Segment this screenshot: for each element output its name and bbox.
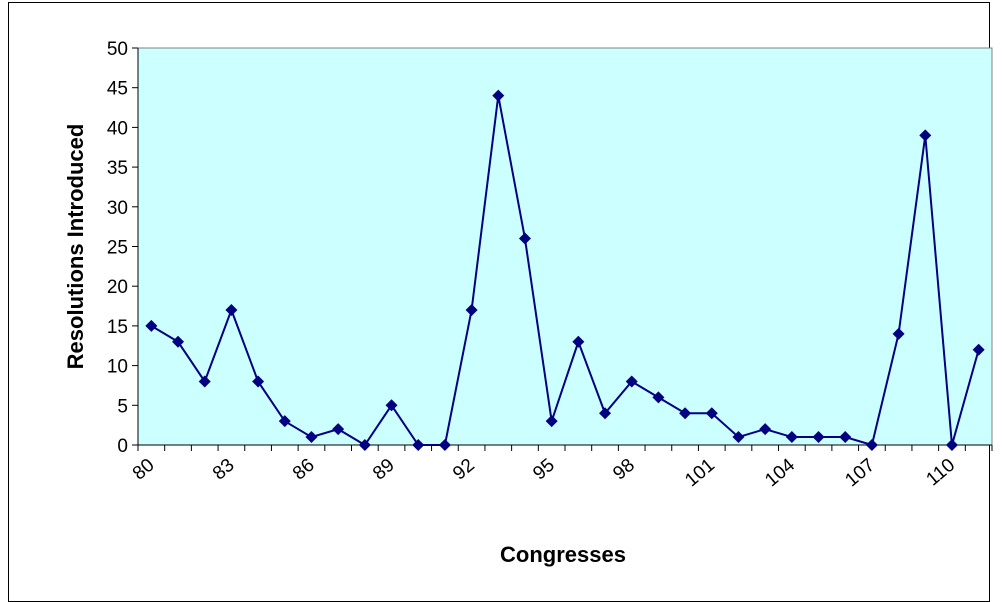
- y-tick-label: 30: [107, 198, 128, 219]
- y-tick-label: 0: [117, 436, 128, 457]
- data-point: [518, 232, 531, 245]
- y-axis: 0 5 10 15 20 25 30 35 40 45 50: [107, 39, 139, 457]
- data-point: [438, 439, 451, 451]
- data-point: [358, 439, 371, 451]
- data-point: [945, 439, 958, 451]
- y-tick-label: 10: [107, 357, 128, 378]
- x-tick-label: 107: [841, 455, 879, 491]
- data-point: [305, 431, 318, 444]
- x-tick-label: 80: [129, 455, 159, 485]
- data-point: [278, 415, 291, 428]
- data-point: [785, 431, 798, 444]
- data-point: [732, 431, 745, 444]
- data-point: [332, 423, 345, 436]
- data-point: [972, 343, 985, 356]
- data-point: [145, 319, 158, 332]
- y-axis-title: Resolutions Introduced: [63, 124, 88, 370]
- data-point: [865, 439, 878, 451]
- data-point: [759, 423, 772, 436]
- data-point: [545, 415, 558, 428]
- data-point: [225, 304, 238, 317]
- y-tick-label: 15: [107, 317, 128, 338]
- x-tick-label: 98: [609, 455, 639, 485]
- data-point: [385, 399, 398, 412]
- x-tick-label: 86: [289, 455, 319, 485]
- series-group: [145, 89, 985, 451]
- x-tick-label: 101: [681, 455, 719, 491]
- data-point: [679, 407, 692, 420]
- x-tick-label: 92: [449, 455, 479, 485]
- data-point: [412, 439, 425, 451]
- x-axis: 80 83 86 89 92 95 98 101 104 107 110: [129, 444, 993, 491]
- data-point: [492, 89, 505, 102]
- x-tick-label: 110: [922, 455, 959, 491]
- y-tick-label: 45: [107, 79, 128, 100]
- data-point: [172, 335, 185, 348]
- data-point: [839, 431, 852, 444]
- x-tick-label: 83: [209, 455, 239, 485]
- y-tick-label: 5: [117, 396, 128, 417]
- data-point: [198, 375, 211, 388]
- data-point: [919, 129, 932, 142]
- plot-area: [137, 47, 993, 446]
- data-point: [812, 431, 825, 444]
- data-point: [599, 407, 612, 420]
- data-point: [465, 304, 478, 317]
- data-point: [652, 391, 665, 404]
- x-tick-label: 95: [529, 455, 559, 485]
- data-point: [572, 335, 585, 348]
- y-tick-label: 25: [107, 238, 128, 259]
- y-tick-label: 50: [107, 39, 128, 60]
- data-point: [705, 407, 718, 420]
- x-tick-label: 104: [761, 454, 799, 491]
- data-point: [625, 375, 638, 388]
- x-axis-title: Congresses: [500, 542, 626, 567]
- y-tick-label: 40: [107, 118, 128, 139]
- data-point: [252, 375, 265, 388]
- y-tick-label: 35: [107, 158, 128, 179]
- data-point: [892, 327, 905, 340]
- y-tick-label: 20: [107, 277, 128, 298]
- x-tick-label: 89: [369, 455, 399, 485]
